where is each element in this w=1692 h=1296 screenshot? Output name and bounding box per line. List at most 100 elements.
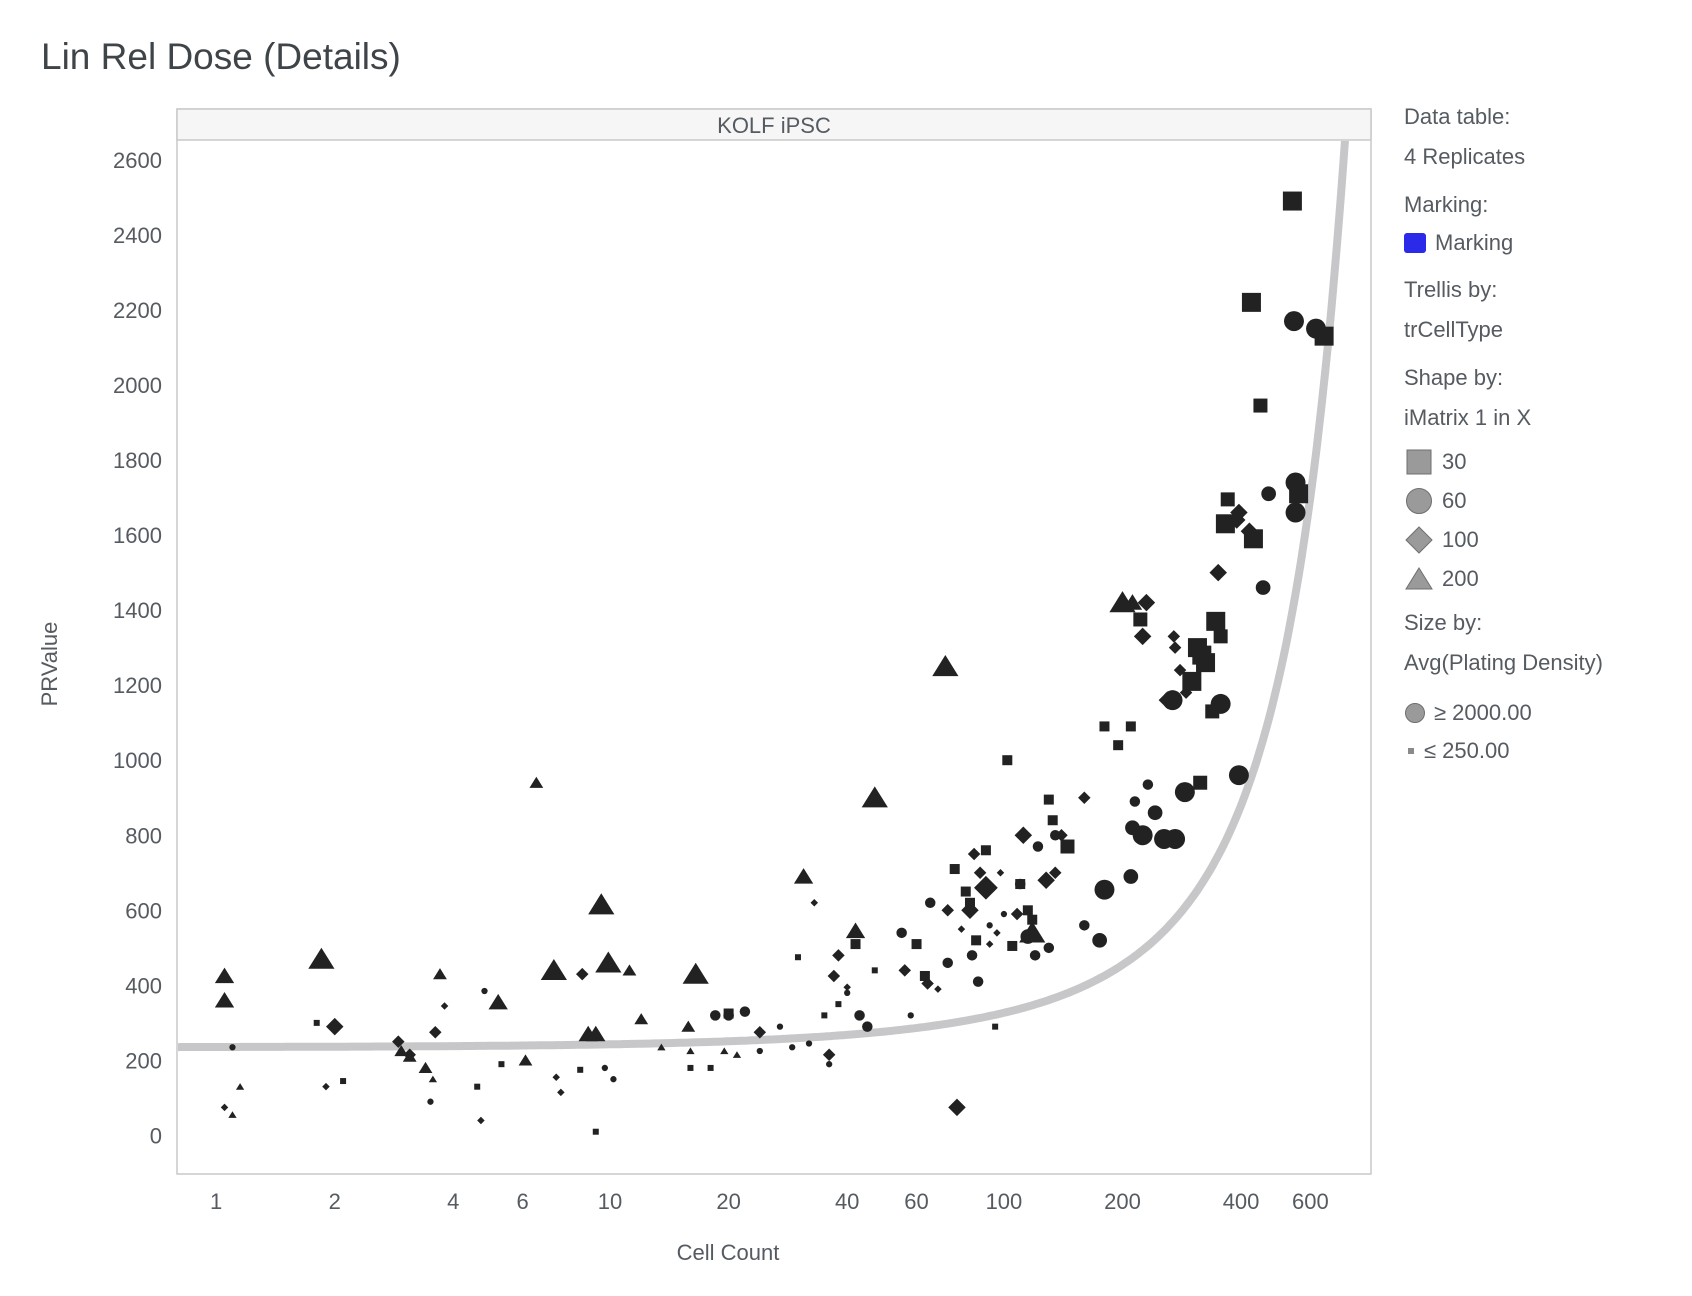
data-point-square[interactable] bbox=[1282, 191, 1302, 211]
data-point-circle[interactable] bbox=[1142, 779, 1154, 790]
data-point-triangle[interactable] bbox=[932, 654, 959, 677]
data-point-triangle[interactable] bbox=[622, 964, 637, 976]
data-point-triangle[interactable] bbox=[235, 1083, 245, 1090]
data-point-diamond[interactable] bbox=[1179, 686, 1193, 699]
legend-marking-item[interactable]: Marking bbox=[1404, 230, 1684, 256]
data-point-circle[interactable] bbox=[972, 976, 984, 987]
data-point-circle[interactable] bbox=[1043, 942, 1055, 954]
data-point-circle[interactable] bbox=[1094, 879, 1115, 900]
data-point-square[interactable] bbox=[980, 845, 991, 856]
data-point-diamond[interactable] bbox=[985, 940, 994, 948]
data-point-diamond[interactable] bbox=[322, 1082, 330, 1091]
data-point-square[interactable] bbox=[971, 935, 982, 946]
data-point-square[interactable] bbox=[850, 939, 861, 950]
data-point-circle[interactable] bbox=[1147, 805, 1163, 821]
data-point-square[interactable] bbox=[340, 1078, 347, 1085]
data-point-square[interactable] bbox=[1060, 839, 1075, 854]
data-point-square[interactable] bbox=[835, 1001, 842, 1008]
data-point-diamond[interactable] bbox=[898, 964, 911, 977]
data-point-diamond[interactable] bbox=[1240, 522, 1259, 541]
data-point-square[interactable] bbox=[1022, 905, 1033, 916]
data-point-diamond[interactable] bbox=[552, 1073, 560, 1082]
data-point-circle[interactable] bbox=[805, 1040, 813, 1047]
data-point-circle[interactable] bbox=[966, 950, 978, 961]
data-point-square[interactable] bbox=[960, 886, 971, 897]
data-point-circle[interactable] bbox=[756, 1047, 763, 1055]
data-point-square[interactable] bbox=[1047, 815, 1058, 826]
legend-data-table-value[interactable]: 4 Replicates bbox=[1404, 144, 1526, 169]
data-point-diamond[interactable] bbox=[1158, 691, 1177, 709]
data-point-square[interactable] bbox=[1125, 721, 1136, 732]
data-point-triangle[interactable] bbox=[308, 947, 335, 969]
data-point-diamond[interactable] bbox=[921, 977, 934, 990]
data-point-square[interactable] bbox=[1043, 794, 1054, 805]
data-point-square[interactable] bbox=[1220, 492, 1235, 507]
data-point-triangle[interactable] bbox=[488, 993, 508, 1010]
data-point-circle[interactable] bbox=[1174, 782, 1195, 803]
data-point-diamond[interactable] bbox=[941, 904, 954, 917]
data-point-diamond[interactable] bbox=[993, 929, 1001, 937]
data-point-triangle[interactable] bbox=[228, 1111, 237, 1118]
data-point-diamond[interactable] bbox=[1133, 627, 1152, 646]
data-point-square[interactable] bbox=[1193, 775, 1208, 790]
data-point-circle[interactable] bbox=[1092, 932, 1108, 948]
data-point-triangle[interactable] bbox=[657, 1043, 666, 1051]
data-point-circle[interactable] bbox=[854, 1010, 865, 1021]
data-point-diamond[interactable] bbox=[1055, 829, 1068, 842]
data-point-square[interactable] bbox=[1099, 721, 1110, 732]
data-point-circle[interactable] bbox=[229, 1044, 236, 1051]
data-point-square[interactable] bbox=[687, 1064, 694, 1071]
data-point-triangle[interactable] bbox=[732, 1051, 742, 1058]
data-point-circle[interactable] bbox=[924, 897, 936, 909]
legend-size-item[interactable]: ≥ 2000.00 bbox=[1404, 700, 1684, 726]
data-point-circle[interactable] bbox=[1014, 878, 1026, 890]
data-point-triangle[interactable] bbox=[428, 1075, 438, 1083]
data-point-diamond[interactable] bbox=[429, 1026, 442, 1039]
data-point-square[interactable] bbox=[1213, 629, 1228, 644]
data-point-diamond[interactable] bbox=[957, 925, 966, 933]
data-point-triangle[interactable] bbox=[845, 922, 866, 939]
data-point-circle[interactable] bbox=[601, 1064, 608, 1072]
data-point-circle[interactable] bbox=[826, 1061, 833, 1068]
data-point-diamond[interactable] bbox=[477, 1116, 485, 1125]
data-point-diamond[interactable] bbox=[973, 866, 987, 880]
data-point-circle[interactable] bbox=[776, 1023, 784, 1030]
legend-shape-item[interactable]: 200 bbox=[1404, 566, 1684, 592]
data-point-square[interactable] bbox=[1133, 612, 1148, 627]
data-point-circle[interactable] bbox=[1228, 765, 1249, 786]
data-point-square[interactable] bbox=[313, 1019, 320, 1026]
data-point-square[interactable] bbox=[592, 1128, 599, 1135]
data-point-circle[interactable] bbox=[862, 1021, 873, 1032]
data-point-diamond[interactable] bbox=[1230, 503, 1248, 522]
data-point-triangle[interactable] bbox=[540, 958, 567, 981]
data-point-triangle[interactable] bbox=[720, 1047, 729, 1055]
data-point-triangle[interactable] bbox=[682, 962, 709, 984]
data-point-circle[interactable] bbox=[1306, 318, 1327, 339]
data-point-triangle[interactable] bbox=[402, 1050, 417, 1062]
data-point-circle[interactable] bbox=[1132, 825, 1153, 846]
data-point-square[interactable] bbox=[1241, 292, 1261, 312]
data-point-triangle[interactable] bbox=[214, 991, 235, 1008]
legend-shape-item[interactable]: 30 bbox=[1404, 449, 1684, 475]
data-point-circle[interactable] bbox=[481, 987, 488, 995]
data-point-circle[interactable] bbox=[789, 1044, 796, 1051]
data-point-circle[interactable] bbox=[896, 927, 907, 939]
data-point-diamond[interactable] bbox=[967, 847, 981, 861]
data-point-circle[interactable] bbox=[986, 922, 993, 929]
data-point-diamond[interactable] bbox=[1049, 866, 1062, 880]
data-point-diamond[interactable] bbox=[440, 1002, 449, 1010]
data-point-circle[interactable] bbox=[907, 1012, 914, 1019]
data-point-diamond[interactable] bbox=[1167, 630, 1181, 643]
data-point-circle[interactable] bbox=[942, 957, 953, 969]
data-point-square[interactable] bbox=[1196, 653, 1216, 673]
data-point-circle[interactable] bbox=[739, 1006, 751, 1017]
data-point-triangle[interactable] bbox=[686, 1047, 695, 1055]
data-point-diamond[interactable] bbox=[974, 875, 998, 900]
data-point-circle[interactable] bbox=[1285, 502, 1306, 523]
data-point-triangle[interactable] bbox=[588, 893, 615, 915]
legend-shape-item[interactable]: 60 bbox=[1404, 488, 1684, 514]
data-point-square[interactable] bbox=[474, 1083, 481, 1090]
data-point-circle[interactable] bbox=[1032, 841, 1044, 852]
legend-size-value[interactable]: Avg(Plating Density) bbox=[1404, 650, 1603, 675]
